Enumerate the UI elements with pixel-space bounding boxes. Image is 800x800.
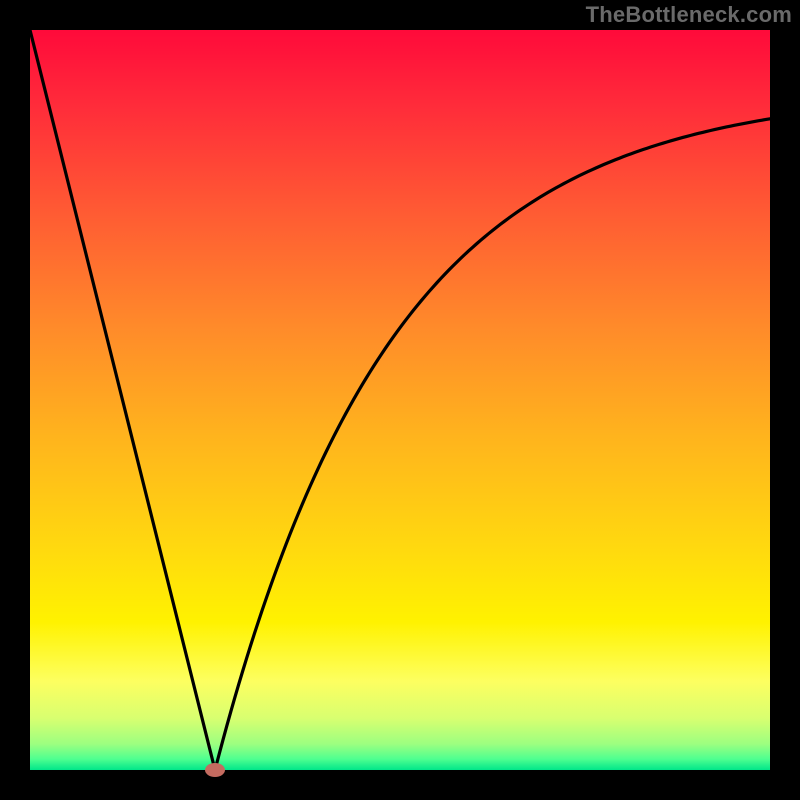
figure-container: TheBottleneck.com [0, 0, 800, 800]
bottleneck-chart [0, 0, 800, 800]
watermark-text: TheBottleneck.com [586, 2, 792, 28]
plot-background [30, 30, 770, 770]
minimum-marker [205, 763, 225, 777]
